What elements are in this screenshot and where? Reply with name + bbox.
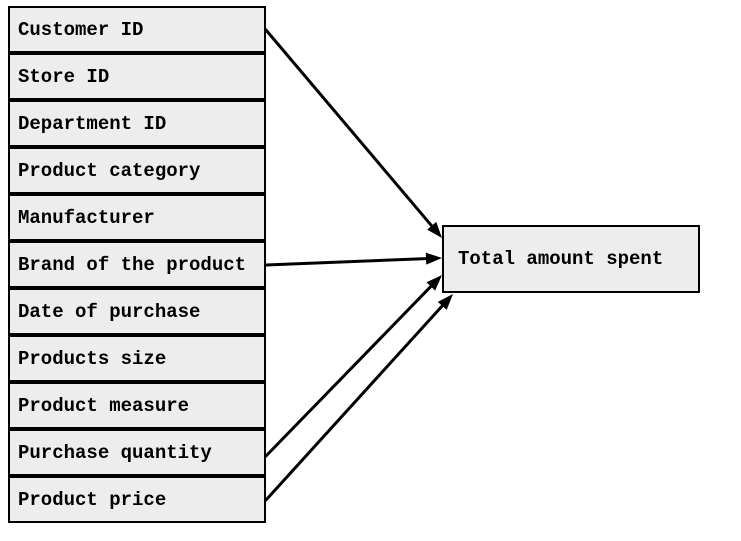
arrow-head-0 — [427, 222, 442, 238]
input-box-9: Purchase quantity — [8, 429, 266, 476]
arrow-line-2 — [266, 286, 431, 456]
arrow-head-1 — [426, 253, 442, 265]
input-box-5: Brand of the product — [8, 241, 266, 288]
input-box-0: Customer ID — [8, 6, 266, 53]
input-box-2: Department ID — [8, 100, 266, 147]
output-box: Total amount spent — [442, 225, 700, 293]
input-box-1: Store ID — [8, 53, 266, 100]
input-box-8: Product measure — [8, 382, 266, 429]
input-box-6: Date of purchase — [8, 288, 266, 335]
input-box-7: Products size — [8, 335, 266, 382]
arrow-line-0 — [266, 30, 432, 226]
input-box-4: Manufacturer — [8, 194, 266, 241]
arrow-head-2 — [427, 275, 442, 291]
arrow-line-1 — [266, 259, 426, 265]
arrow-line-3 — [266, 306, 442, 500]
arrow-head-3 — [438, 294, 453, 310]
input-box-10: Product price — [8, 476, 266, 523]
input-box-3: Product category — [8, 147, 266, 194]
